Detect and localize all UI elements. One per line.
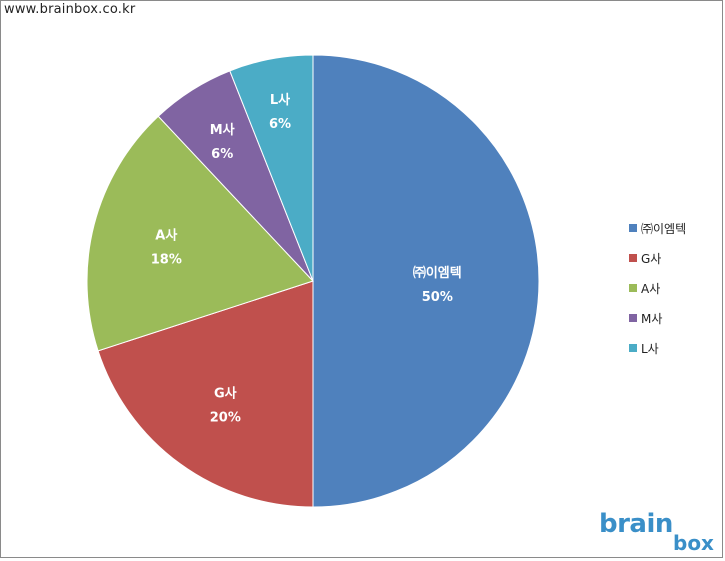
slice-category-label: ㈜이엠텍 <box>413 265 462 281</box>
legend-item: A사 <box>629 273 686 303</box>
slice-value-label: 18% <box>151 252 182 267</box>
legend-swatch <box>629 224 637 232</box>
pie-slice <box>97 280 314 508</box>
slice-category-label: L사 <box>270 92 290 108</box>
slice-category-label: M사 <box>210 122 235 138</box>
slice-value-label: 20% <box>210 411 241 426</box>
legend-item: L사 <box>629 333 686 363</box>
legend-swatch <box>629 344 637 352</box>
slice-value-label: 6% <box>211 147 233 162</box>
legend-swatch <box>629 284 637 292</box>
legend-label: L사 <box>641 341 659 356</box>
legend-swatch <box>629 314 637 322</box>
brainbox-logo: brain box <box>599 511 721 555</box>
legend-label: M사 <box>641 311 663 326</box>
legend-item: G사 <box>629 243 686 273</box>
logo-text: brain <box>599 509 673 539</box>
slice-category-label: A사 <box>155 227 177 243</box>
legend-item: M사 <box>629 303 686 333</box>
pie-slice <box>229 54 314 282</box>
legend-label: A사 <box>641 281 661 296</box>
legend-swatch <box>629 254 637 262</box>
pie-slice <box>86 115 314 352</box>
legend: ㈜이엠텍 G사 A사 M사 L사 <box>629 213 686 363</box>
pie-slice <box>312 54 540 508</box>
legend-item: ㈜이엠텍 <box>629 213 686 243</box>
slice-value-label: 6% <box>269 117 291 132</box>
logo-box-text: box <box>673 531 714 555</box>
site-url: www.brainbox.co.kr <box>4 2 136 17</box>
legend-label: ㈜이엠텍 <box>641 221 687 236</box>
legend-label: G사 <box>641 251 662 266</box>
slice-category-label: G사 <box>214 386 237 402</box>
slice-value-label: 50% <box>422 290 453 305</box>
